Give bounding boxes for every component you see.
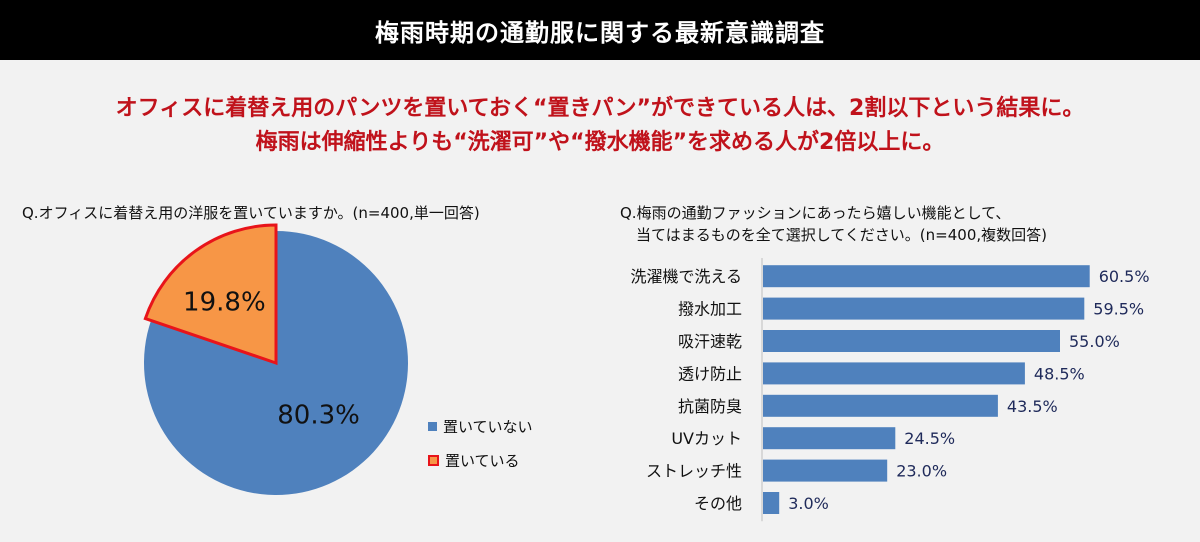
bar-value-label-1: 59.5% (1093, 300, 1144, 319)
pie-chart: 80.3% 19.8% (143, 223, 409, 495)
legend-item-placed: 置いている (428, 450, 533, 470)
bar-value-label-0: 60.5% (1099, 267, 1150, 286)
bar-6 (763, 459, 888, 482)
headline-line-1: オフィスに着替え用のパンツを置いておく“置きパン”ができている人は、2割以下とい… (115, 96, 1085, 121)
bar-chart: 洗濯機で洗える 60.5% 撥水加工 59.5% 吸汗速乾 55.0% 透け防止 48.5% 抗… (630, 258, 1150, 522)
bar-category-label-2: 吸汗速乾 (678, 332, 742, 351)
bar-value-label-4: 43.5% (1007, 397, 1058, 416)
header-title: 梅雨時期の通勤服に関する最新意識調査 (0, 0, 1200, 60)
bar-3 (763, 362, 1025, 385)
bar-category-label-1: 撥水加工 (678, 300, 742, 319)
legend-swatch-not-placed (428, 421, 437, 431)
bar-category-label-6: ストレッチ性 (646, 462, 742, 481)
bar-category-label-3: 透け防止 (678, 364, 742, 383)
legend-label-not-placed: 置いていない (443, 417, 533, 436)
bar-question-line-1: Q.梅雨の通勤ファッションにあったら嬉しい機能として、 (620, 204, 1011, 222)
bar-value-label-7: 3.0% (788, 494, 829, 513)
bar-0 (763, 265, 1090, 288)
pie-slice-placed (143, 223, 278, 366)
bar-value-label-2: 55.0% (1069, 332, 1120, 351)
pie-legend: 置いていない 置いている (428, 416, 533, 484)
pie-question: Q.オフィスに着替え用の洋服を置いていますか。(n=400,単一回答) (22, 204, 480, 222)
bar-7 (763, 492, 780, 514)
bar-category-label-0: 洗濯機で洗える (630, 267, 742, 286)
headline-line-2: 梅雨は伸縮性よりも“洗濯可”や“撥水機能”を求める人が2倍以上に。 (255, 130, 945, 155)
bar-value-label-6: 23.0% (896, 462, 947, 481)
bar-4 (763, 394, 998, 417)
pie-label-placed: 19.8% (183, 287, 266, 317)
legend-item-not-placed: 置いていない (428, 416, 533, 436)
bar-value-label-3: 48.5% (1034, 364, 1085, 383)
bar-2 (763, 330, 1060, 352)
bar-category-label-7: その他 (694, 494, 742, 513)
pie-label-not-placed: 80.3% (277, 400, 360, 430)
bar-question: Q.梅雨の通勤ファッションにあったら嬉しい機能として、 当てはまるものを全て選択… (620, 202, 1047, 246)
bar-value-label-5: 24.5% (904, 429, 955, 448)
legend-label-placed: 置いている (445, 451, 520, 470)
legend-swatch-placed (428, 454, 439, 466)
bar-5 (763, 427, 896, 450)
bar-question-line-2: 当てはまるものを全て選択してください。(n=400,複数回答) (636, 226, 1047, 244)
bar-category-label-5: UVカット (671, 429, 742, 448)
bar-1 (763, 297, 1085, 320)
headline: オフィスに着替え用のパンツを置いておく“置きパン”ができている人は、2割以下とい… (0, 92, 1200, 160)
bar-category-label-4: 抗菌防臭 (678, 397, 742, 416)
